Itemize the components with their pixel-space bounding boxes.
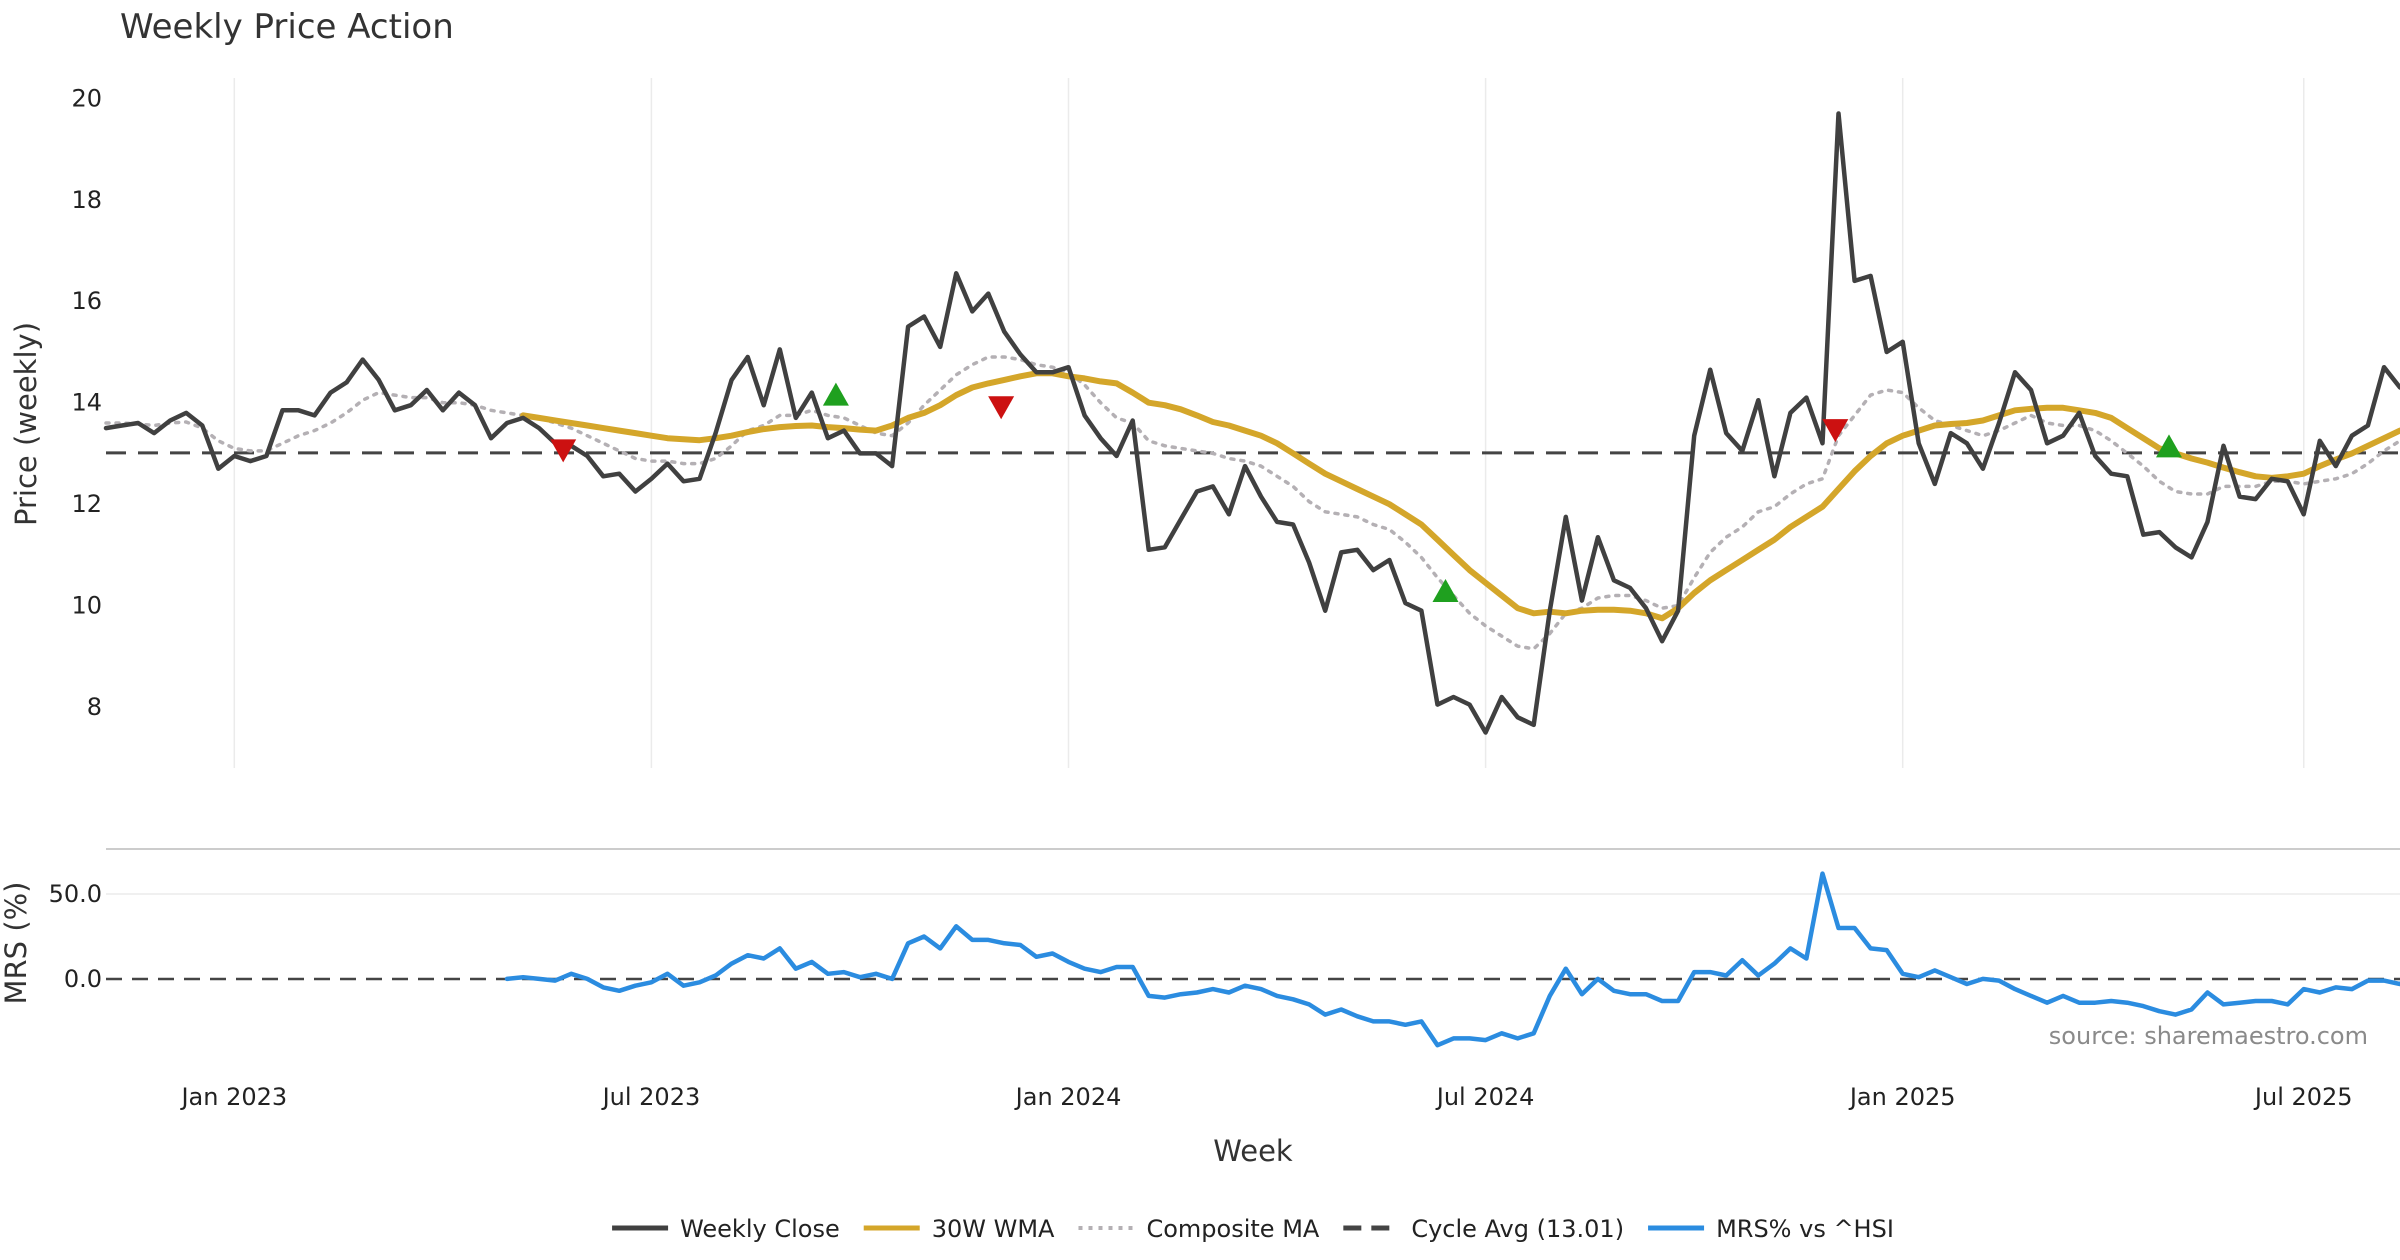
buy-signal-marker: [822, 382, 849, 406]
price-y-tick-label: 20: [71, 84, 102, 112]
x-tick-label: Jan 2025: [1848, 1083, 1956, 1111]
mrs-line: [504, 871, 2400, 1048]
mrs-y-ticks: 0.0 50.0: [49, 880, 102, 993]
mrs-y-tick-label: 50.0: [49, 880, 102, 908]
sell-signal-marker: [550, 439, 577, 463]
mrs-gridlines: [106, 893, 2400, 981]
x-tick-label: Jul 2023: [601, 1083, 701, 1111]
mrs-series: [504, 871, 2400, 1048]
source-note: source: sharemaestro.com: [2049, 1022, 2368, 1050]
price-y-tick-label: 8: [87, 693, 102, 721]
mrs-y-axis-label: MRS (%): [0, 882, 33, 1005]
legend: Weekly Close 30W WMA Composite MA Cycle Avg…: [612, 1215, 1894, 1243]
chart-title: Weekly Price Action: [120, 7, 454, 47]
mrs-y-tick-label: 0.0: [64, 965, 102, 993]
legend-label: 30W WMA: [932, 1215, 1055, 1243]
price-y-ticks: 8 10 12 14 16 18 20: [71, 84, 102, 721]
x-tick-label: Jan 2023: [179, 1083, 287, 1111]
buy-signal-marker: [1432, 578, 1459, 602]
price-y-tick-label: 12: [71, 490, 102, 518]
x-tick-label: Jul 2025: [2253, 1083, 2353, 1111]
price-series: [103, 111, 2400, 735]
price-y-tick-label: 10: [71, 592, 102, 620]
price-y-tick-label: 14: [71, 389, 102, 417]
legend-label: Weekly Close: [680, 1215, 840, 1243]
x-tick-label: Jan 2024: [1014, 1083, 1122, 1111]
buy-signal-marker: [2155, 434, 2182, 458]
x-ticks: Jan 2023 Jul 2023 Jan 2024 Jul 2024 Jan 2025…: [179, 1083, 2352, 1111]
sell-signal-marker: [1822, 419, 1849, 443]
x-tick-label: Jul 2024: [1435, 1083, 1535, 1111]
sell-signal-marker: [988, 396, 1015, 420]
weekly-close-line: [103, 111, 2400, 735]
price-gridlines: [233, 78, 2305, 768]
legend-label: Cycle Avg (13.01): [1411, 1215, 1624, 1243]
x-axis-label: Week: [1213, 1134, 1293, 1168]
price-y-axis-label: Price (weekly): [9, 322, 43, 526]
legend-label: Composite MA: [1146, 1215, 1319, 1243]
price-y-tick-label: 18: [71, 186, 102, 214]
price-y-tick-label: 16: [71, 287, 102, 315]
signal-markers: [550, 382, 2182, 602]
30w-wma-line: [520, 370, 2400, 622]
legend-label: MRS% vs ^HSI: [1716, 1215, 1894, 1243]
